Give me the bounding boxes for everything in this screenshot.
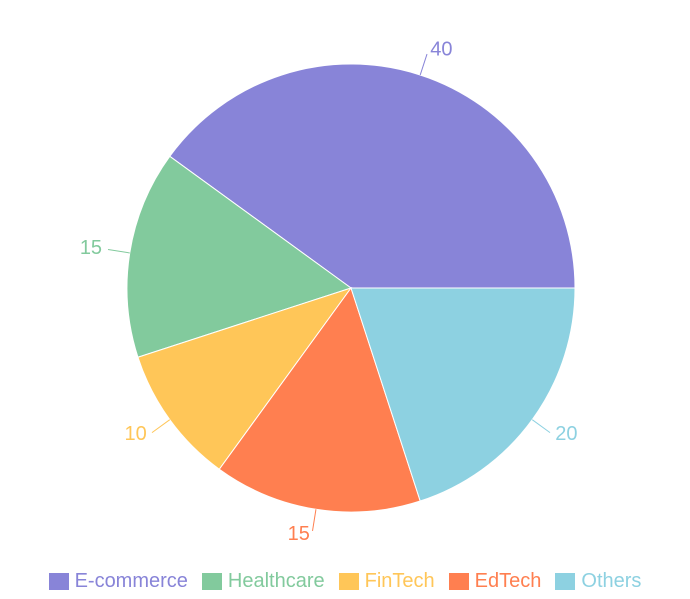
legend-item: Healthcare [201,569,325,593]
pie-slice [126,155,353,358]
pie-slice [350,287,576,502]
legend-swatch [201,572,222,590]
legend-label: EdTech [474,569,542,592]
leader-line [531,419,551,433]
leader-line [107,249,130,254]
data-label: 10 [124,423,146,445]
leader-line [312,509,317,532]
data-label: 40 [430,39,452,61]
chart: 40 15 10 15 20 [80,39,578,546]
legend-swatch [338,572,359,590]
legend-label: FinTech [364,569,435,592]
legend-item: FinTech [338,569,435,593]
leader-line [151,419,171,433]
legend: E-commerce Healthcare FinTech EdTech Others [0,566,690,596]
legend-label: E-commerce [74,569,188,592]
legend-swatch [48,572,69,590]
legend-item: EdTech [448,569,542,593]
data-label: 20 [555,423,577,445]
legend-label: Others [581,569,642,592]
legend-label: Healthcare [227,569,325,592]
legend-item: Others [555,570,641,593]
data-label: 15 [288,523,310,545]
legend-swatch [555,572,576,590]
legend-swatch [448,572,469,590]
pie-slice [218,286,421,513]
leader-line [419,53,428,76]
legend-item: E-commerce [48,569,188,593]
data-label: 15 [80,237,102,259]
